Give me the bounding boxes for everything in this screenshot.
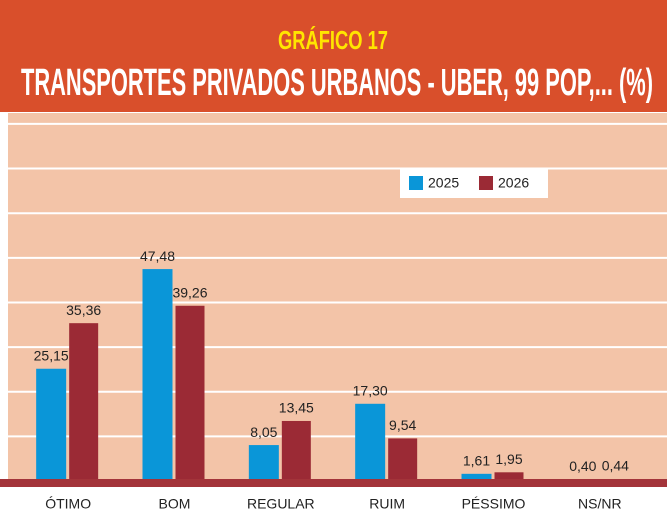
baseline	[0, 479, 667, 487]
value-label: 47,48	[140, 248, 175, 264]
chart-subtitle: TRANSPORTES PRIVADOS URBANOS - UBER, 99 …	[21, 62, 653, 104]
grid	[8, 122, 667, 482]
value-label: 8,05	[250, 424, 277, 440]
legend-label: 2025	[428, 175, 459, 191]
value-label: 17,30	[353, 382, 388, 398]
x-tick-label: PÉSSIMO	[462, 496, 526, 512]
bar	[494, 472, 524, 481]
bar	[388, 438, 418, 481]
labels: ÓTIMO25,1535,36BOM47,4839,26REGULAR8,051…	[34, 248, 630, 512]
bar	[355, 403, 386, 481]
value-label: 25,15	[34, 347, 69, 363]
legend-swatch	[479, 176, 493, 190]
header-band	[0, 0, 667, 112]
legend-label: 2026	[498, 175, 529, 191]
value-label: 13,45	[279, 400, 314, 416]
legend: 2025 2026	[409, 175, 529, 191]
plot-background	[8, 113, 667, 480]
bar	[142, 269, 173, 481]
bar	[248, 445, 279, 481]
legend-swatch	[409, 176, 423, 190]
value-label: 9,54	[389, 417, 416, 433]
x-tick-label: BOM	[159, 496, 191, 512]
chart-title: GRÁFICO 17	[278, 25, 388, 55]
legend-box	[400, 168, 548, 198]
value-label: 1,61	[463, 453, 490, 469]
x-tick-label: ÓTIMO	[45, 496, 91, 512]
bar	[281, 420, 311, 481]
value-label: 0,40	[569, 458, 596, 474]
bar	[36, 368, 67, 481]
bars	[36, 269, 630, 481]
value-label: 0,44	[602, 458, 629, 474]
bar	[461, 473, 492, 481]
value-label: 1,95	[495, 451, 522, 467]
value-label: 35,36	[66, 302, 101, 318]
bar	[175, 305, 205, 481]
bar	[69, 323, 99, 481]
x-tick-label: RUIM	[369, 496, 405, 512]
value-label: 39,26	[172, 284, 207, 300]
x-tick-label: REGULAR	[247, 496, 315, 512]
x-tick-label: NS/NR	[578, 496, 622, 512]
